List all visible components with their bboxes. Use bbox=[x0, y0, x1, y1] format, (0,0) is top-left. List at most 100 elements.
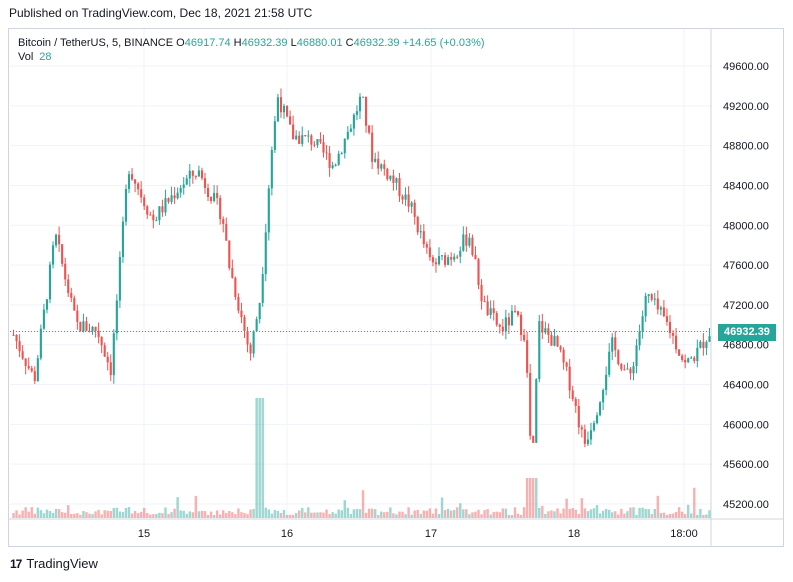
volume-bar bbox=[255, 398, 258, 518]
volume-bar bbox=[133, 510, 137, 518]
volume-bar bbox=[559, 513, 562, 518]
volume-bar bbox=[346, 507, 350, 518]
volume-bar bbox=[36, 507, 40, 518]
candle-body bbox=[383, 164, 386, 169]
candle-body bbox=[553, 336, 556, 346]
candle-body bbox=[164, 198, 167, 213]
y-tick-label: 49600.00 bbox=[723, 61, 769, 73]
candle-body bbox=[647, 294, 650, 296]
volume-bar bbox=[480, 514, 483, 518]
volume-bar bbox=[297, 510, 301, 518]
volume-bar bbox=[328, 514, 331, 518]
candle-body bbox=[355, 111, 359, 115]
volume-bar bbox=[173, 508, 176, 518]
candle-body bbox=[216, 192, 219, 198]
candle-body bbox=[547, 328, 550, 336]
volume-bar bbox=[617, 514, 620, 518]
volume-bar bbox=[407, 507, 410, 518]
volume-bar bbox=[650, 514, 653, 518]
candle-body bbox=[24, 358, 27, 367]
volume-bar bbox=[57, 509, 61, 518]
volume-bar bbox=[601, 510, 605, 518]
candle-body bbox=[450, 257, 453, 260]
candle-body bbox=[653, 298, 656, 300]
volume-bar bbox=[264, 507, 267, 518]
candle-body bbox=[623, 369, 626, 371]
volume-bar bbox=[149, 514, 152, 518]
candle-body bbox=[434, 262, 438, 265]
volume-bar bbox=[696, 514, 699, 518]
symbol-legend: Bitcoin / TetherUS, 5, BINANCE O46917.74… bbox=[18, 35, 485, 51]
candle-body bbox=[340, 153, 343, 155]
volume-bar bbox=[647, 509, 650, 518]
volume-bar bbox=[422, 510, 426, 518]
candle-body bbox=[635, 345, 638, 367]
candle-body bbox=[334, 164, 337, 166]
candle-body bbox=[346, 131, 349, 139]
candle-body bbox=[45, 299, 49, 310]
volume-bar bbox=[194, 495, 198, 518]
volume-bar bbox=[222, 510, 225, 518]
volume-bar bbox=[197, 511, 201, 518]
candle-body bbox=[617, 350, 620, 365]
candle-body bbox=[690, 357, 693, 359]
candle-body bbox=[659, 307, 662, 310]
candle-body bbox=[240, 310, 243, 318]
candle-body bbox=[301, 135, 304, 144]
volume-bar bbox=[495, 511, 498, 518]
volume-bar bbox=[152, 514, 155, 518]
candle-body bbox=[532, 435, 535, 443]
candle-body bbox=[349, 128, 352, 132]
volume-bar bbox=[553, 511, 556, 518]
candle-body bbox=[580, 427, 583, 430]
volume-bar bbox=[188, 511, 192, 518]
volume-bar bbox=[443, 510, 447, 518]
volume-bar bbox=[352, 509, 356, 518]
y-tick-label: 49200.00 bbox=[723, 101, 769, 113]
candle-body bbox=[191, 170, 194, 176]
candle-body bbox=[27, 366, 30, 369]
candle-body bbox=[671, 333, 675, 336]
candle-body bbox=[535, 379, 538, 443]
candle-body bbox=[12, 334, 15, 336]
candle-body bbox=[699, 341, 702, 348]
volume-bar bbox=[12, 513, 15, 518]
volume-bar bbox=[598, 513, 602, 518]
volume-bar bbox=[136, 513, 140, 518]
volume-bar bbox=[586, 511, 590, 518]
candle-body bbox=[146, 206, 149, 215]
volume-bar bbox=[206, 514, 210, 518]
candle-body bbox=[51, 245, 55, 265]
volume-bar bbox=[686, 504, 690, 518]
candle-body bbox=[495, 313, 498, 325]
volume-bar bbox=[124, 507, 128, 518]
candle-body bbox=[124, 189, 128, 222]
open-value: 46917.74 bbox=[184, 37, 231, 49]
footer-branding[interactable]: 17 TradingView bbox=[10, 556, 98, 571]
candle-body bbox=[562, 349, 565, 363]
volume-bar bbox=[228, 511, 231, 518]
volume-bar bbox=[39, 510, 43, 518]
volume-bar bbox=[544, 513, 547, 518]
volume-bar bbox=[155, 513, 158, 518]
volume-bar bbox=[571, 507, 574, 518]
y-tick-label: 45600.00 bbox=[723, 459, 769, 471]
candle-body bbox=[516, 311, 520, 315]
volume-bar bbox=[638, 507, 641, 518]
volume-bar bbox=[462, 509, 465, 518]
candle-body bbox=[325, 152, 328, 154]
candle-body bbox=[489, 308, 492, 315]
symbol-name[interactable]: Bitcoin / TetherUS, 5, BINANCE bbox=[18, 37, 174, 49]
candle-body bbox=[118, 257, 121, 301]
x-tick-label: 16 bbox=[281, 528, 293, 540]
y-tick-label: 45200.00 bbox=[723, 499, 769, 511]
volume-value: 28 bbox=[39, 51, 52, 63]
candle-body bbox=[292, 124, 295, 140]
volume-bar bbox=[282, 509, 286, 518]
candle-body bbox=[179, 187, 182, 193]
candle-body bbox=[85, 321, 88, 331]
candle-body bbox=[395, 178, 398, 183]
candle-body bbox=[483, 301, 486, 303]
volume-bar bbox=[507, 514, 511, 518]
